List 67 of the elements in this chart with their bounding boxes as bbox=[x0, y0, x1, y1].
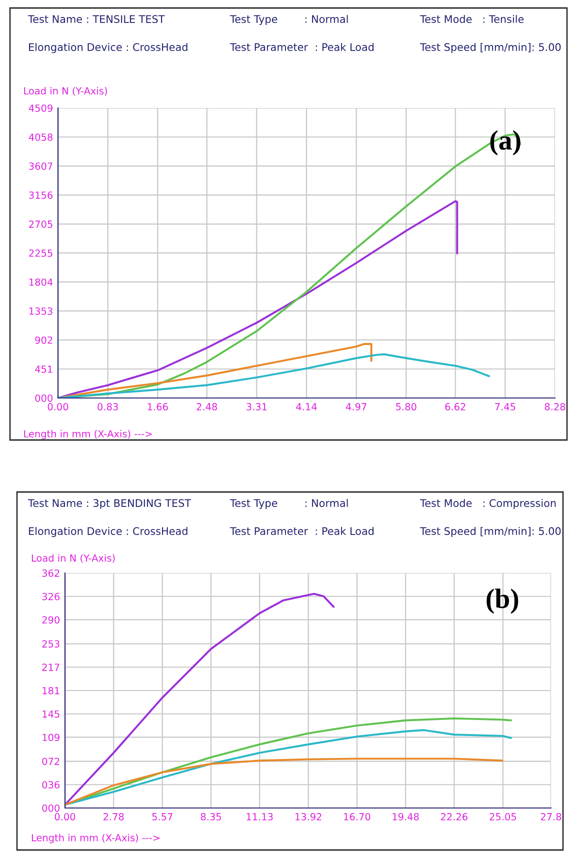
y-tick-label: 362 bbox=[42, 569, 60, 577]
x-tick-label: 2.48 bbox=[196, 403, 218, 410]
line-series bbox=[58, 353, 490, 398]
y-tick-label: 109 bbox=[42, 734, 60, 742]
x-axis-title: Length in mm (X-Axis) ---> bbox=[32, 834, 160, 844]
x-tick-label: 16.70 bbox=[344, 813, 370, 820]
line-series bbox=[65, 592, 334, 806]
line-series bbox=[58, 343, 372, 398]
text: Test Parameter : Peak Load bbox=[230, 526, 374, 536]
text: Test Type : Normal bbox=[230, 14, 348, 26]
y-tick-label: 217 bbox=[42, 664, 60, 671]
x-tick-label: 4.97 bbox=[346, 403, 366, 410]
line-series bbox=[65, 758, 504, 806]
y-tick-label: 326 bbox=[42, 592, 60, 600]
x-tick-label: 4.14 bbox=[296, 403, 317, 410]
x-tick-label: 2.78 bbox=[103, 813, 124, 820]
x-tick-label: 13.92 bbox=[296, 813, 322, 820]
y-axis-title: Load in N (Y-Axis) bbox=[24, 86, 107, 96]
y-tick-label: 036 bbox=[42, 781, 60, 788]
x-tick-label: 5.80 bbox=[396, 403, 416, 410]
text: Elongation Device : CrossHead bbox=[29, 42, 188, 54]
x-tick-label: 6.62 bbox=[445, 403, 466, 410]
x-tick-label: 7.45 bbox=[495, 403, 516, 410]
x-tick-label: 22.26 bbox=[440, 813, 468, 820]
annotation: (a) bbox=[490, 130, 520, 156]
y-tick-label: 4058 bbox=[28, 133, 52, 141]
text: Test Mode : Tensile bbox=[420, 14, 524, 24]
x-tick-label: 0.00 bbox=[48, 403, 68, 410]
y-tick-label: 000 bbox=[35, 394, 52, 402]
y-tick-label: 000 bbox=[42, 804, 60, 812]
text: Elongation Device : CrossHead bbox=[29, 526, 188, 538]
text: Test Speed [mm/min]: 5.00 bbox=[420, 526, 561, 538]
x-tick-label: 3.31 bbox=[246, 403, 267, 410]
text: Test Mode : Compression bbox=[420, 498, 556, 510]
y-tick-label: 1353 bbox=[29, 307, 52, 315]
text: Test Parameter : Peak Load bbox=[230, 42, 374, 52]
x-axis-title: Length in mm (X-Axis) ---> bbox=[24, 430, 152, 440]
y-tick-label: 145 bbox=[42, 710, 60, 718]
x-tick-label: 5.57 bbox=[152, 813, 172, 820]
y-tick-label: 4509 bbox=[28, 104, 52, 112]
text: Test Name : 3pt BENDING TEST bbox=[28, 499, 192, 510]
y-tick-label: 2705 bbox=[29, 220, 52, 228]
text: Test Type : Normal bbox=[230, 498, 348, 510]
x-tick-label: 19.48 bbox=[392, 813, 419, 820]
x-tick-label: 8.35 bbox=[200, 813, 221, 820]
y-tick-label: 072 bbox=[42, 758, 60, 766]
y-tick-label: 181 bbox=[42, 686, 60, 694]
annotation: (b) bbox=[486, 588, 518, 614]
y-tick-label: 253 bbox=[42, 640, 60, 648]
text: Test Speed [mm/min]: 5.00 bbox=[420, 42, 561, 54]
x-tick-label: 8.28 bbox=[544, 403, 566, 410]
y-tick-label: 451 bbox=[35, 366, 52, 373]
x-tick-label: 27.8 bbox=[540, 813, 562, 820]
x-tick-label: 11.13 bbox=[246, 813, 273, 820]
y-tick-label: 290 bbox=[42, 616, 60, 624]
x-tick-label: 0.83 bbox=[98, 403, 118, 410]
x-tick-label: 0.00 bbox=[54, 813, 76, 820]
y-tick-label: 2255 bbox=[29, 249, 52, 257]
y-tick-label: 3156 bbox=[29, 191, 53, 199]
y-tick-label: 1804 bbox=[29, 278, 53, 286]
y-tick-label: 3607 bbox=[29, 162, 52, 170]
y-tick-label: 902 bbox=[35, 336, 52, 344]
line-series bbox=[58, 200, 458, 398]
x-tick-label: 25.05 bbox=[490, 813, 516, 820]
x-tick-label: 1.66 bbox=[148, 403, 168, 410]
y-axis-title: Load in N (Y-Axis) bbox=[32, 554, 115, 563]
text: Test Name : TENSILE TEST bbox=[28, 15, 165, 24]
